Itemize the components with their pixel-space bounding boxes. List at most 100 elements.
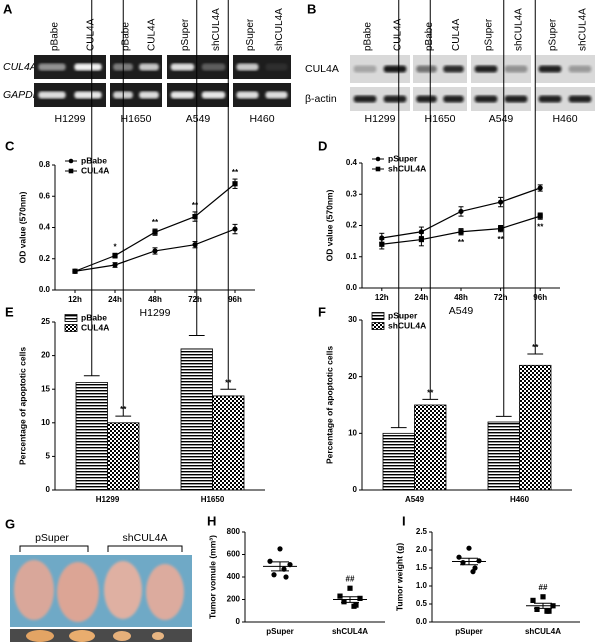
blot-band [265,63,288,71]
lane-label: shCUL4A [514,8,525,51]
x-tick-label: 48h [148,295,162,304]
marker [232,181,238,187]
legend-label: pSuper [388,310,418,320]
marker [466,545,472,551]
x-tick-label: 24h [415,293,429,302]
tumors [26,630,164,642]
blot-band [139,63,159,71]
group-label: shCUL4A [123,532,168,544]
panel-letter: I [402,513,406,528]
bar [107,422,140,491]
y-axis-label: Tumor vomule (mm³) [207,535,217,619]
marker [357,595,363,601]
y-tick-label: 1.5 [416,563,428,572]
marker [537,213,543,219]
marker [498,226,504,232]
y-tick-label: 15 [41,384,50,393]
lane-label: pBabe [50,22,61,51]
y-axis-label: Tumor weight (g) [394,543,404,611]
blot-band [416,65,437,73]
blot-band [504,65,528,73]
y-tick-label: 20 [41,351,50,360]
blot-band [170,91,195,99]
y-tick-label: 0 [46,485,51,494]
significance: ## [346,574,355,583]
y-tick-label: 0.0 [346,283,358,292]
marker [152,248,158,254]
y-tick-label: 0.1 [346,252,358,261]
blot-band [443,65,464,73]
mice [14,560,184,622]
blot-band [201,91,226,99]
x-tick-label: shCUL4A [525,627,561,636]
bar [212,395,245,491]
y-tick-label: 0 [353,485,358,494]
blot-band [568,95,592,103]
lane-label: shCUL4A [274,8,285,51]
blot-band [538,65,562,73]
blot-band [236,91,259,99]
y-tick-label: 0.4 [39,223,51,232]
significance: * [113,242,117,251]
blot-band [74,63,102,71]
blot-band [383,95,407,103]
lane-label: CUL4A [451,18,462,51]
significance: ## [539,583,548,592]
significance: ** [232,168,239,177]
marker [379,241,385,247]
panel-letter: B [307,1,316,16]
marker [277,546,283,552]
marker [112,253,118,259]
lane-label: CUL4A [393,18,404,51]
y-axis-label: OD value (570nm) [324,189,334,261]
cell-line-label: H460 [249,113,274,125]
row-label: CUL4A [3,61,37,73]
y-tick-label: 1.0 [416,581,428,590]
blot-band [353,65,377,73]
bar [75,382,108,491]
x-tick-label: A549 [405,495,425,504]
cell-line-label: H1299 [365,113,396,125]
y-tick-label: 800 [227,527,241,536]
y-tick-label: 400 [227,572,241,581]
marker [72,268,78,274]
group-bracket [19,545,183,552]
series-line [74,183,236,272]
panel-letter: A [3,1,13,16]
blot-band [236,63,259,71]
y-tick-label: 0.0 [416,617,428,626]
marker [351,603,357,609]
panel-letter: H [207,513,216,528]
marker [68,158,74,164]
significance: ** [497,235,504,244]
x-tick-label: 72h [494,293,508,302]
significance: ** [120,405,127,414]
lane-label: shCUL4A [211,8,222,51]
bar [519,364,552,491]
legend-swatch [64,314,78,322]
blot-band [568,65,592,73]
blot-band [353,95,377,103]
bar [414,404,447,491]
blot-band [170,63,195,71]
significance: ** [532,343,539,352]
cell-line-label: A549 [186,113,211,125]
marker [458,229,464,235]
x-axis-label: H1299 [140,307,171,319]
marker [68,168,74,174]
lane-label: CUL4A [147,18,158,51]
marker [341,599,347,605]
marker [283,574,289,580]
legend-label: shCUL4A [388,320,426,330]
marker [540,594,546,600]
x-tick-label: 72h [188,295,202,304]
lane-label: shCUL4A [578,8,589,51]
x-tick-label: H460 [510,495,530,504]
lane-label: pSuper [180,18,191,51]
significance: ** [427,388,434,397]
blot-band [38,91,66,99]
group-label: pSuper [35,532,69,544]
marker [544,608,550,614]
y-tick-label: 25 [41,317,50,326]
